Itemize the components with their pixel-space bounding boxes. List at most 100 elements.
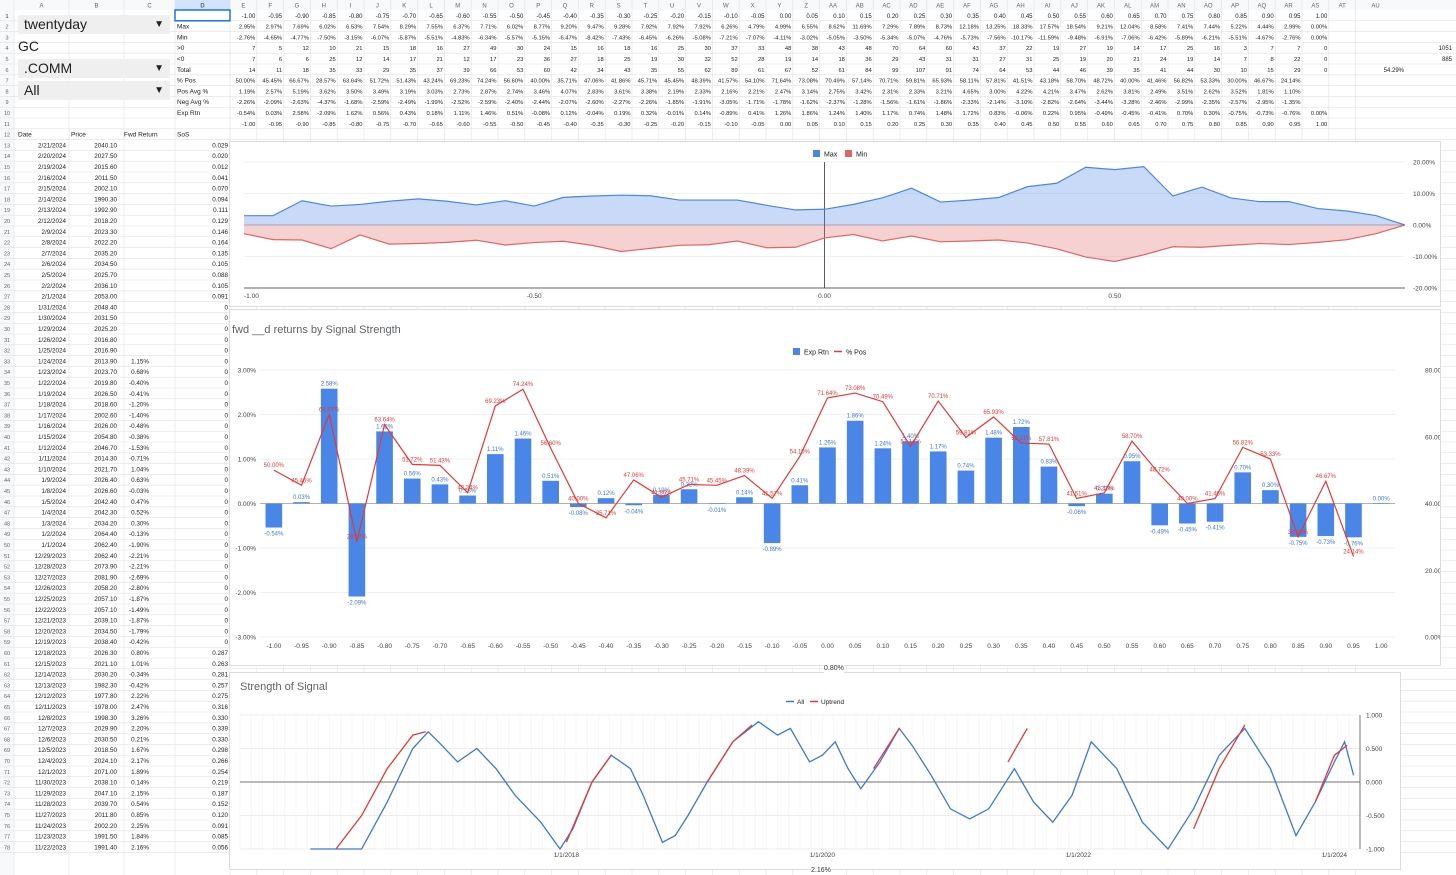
summary-cell: 19 xyxy=(1187,57,1193,63)
sector-dropdown[interactable]: .COMM ▼ xyxy=(18,59,170,78)
summary-cell: 14 xyxy=(249,68,256,74)
data-table-cell: 1/29/2024 xyxy=(38,326,67,333)
data-table-cell: -0.40% xyxy=(129,380,149,387)
summary-header-cell: -0.85 xyxy=(322,14,336,20)
data-table-cell: 12/29/2023 xyxy=(34,553,66,560)
pct-pos-data-label: 28.57% xyxy=(347,535,368,541)
summary-cell: 2.87% xyxy=(480,89,496,95)
summary-cell: -5.34% xyxy=(880,35,898,41)
column-letter: AO xyxy=(1204,4,1213,10)
summary-cell: 9.21% xyxy=(1096,25,1112,31)
data-table-cell: 1/16/2024 xyxy=(38,423,67,430)
summary-cell: 53 xyxy=(1026,68,1032,74)
summary-cell: 4.79% xyxy=(748,25,764,31)
exp-rtn-bar xyxy=(1012,426,1030,504)
summary-cell: 52 xyxy=(731,57,737,63)
series-line-all xyxy=(310,720,1355,851)
data-table-cell: 2.16% xyxy=(131,844,149,851)
data-table-cell: -0.48% xyxy=(129,423,149,430)
row-number: 78 xyxy=(4,845,10,851)
pct-pos-data-label: 35.71% xyxy=(596,511,617,517)
summary-cell: 6.55% xyxy=(802,25,818,31)
summary-cell: 41.51% xyxy=(1013,79,1033,85)
row-number: 25 xyxy=(4,273,10,279)
row-number: 32 xyxy=(4,349,10,355)
summary-cell: -0.65 xyxy=(430,122,443,128)
summary-cell: 2.99% xyxy=(1284,25,1300,31)
pct-pos-data-label: 74.24% xyxy=(513,382,534,388)
pct-pos-data-label: 56.82% xyxy=(1233,440,1254,446)
data-table-cell: 2038.10 xyxy=(94,780,117,787)
summary-cell: 0.95 xyxy=(1289,122,1300,128)
row-number: 44 xyxy=(4,478,10,484)
summary-cell: 30 xyxy=(1214,68,1220,74)
column-letter: S xyxy=(617,4,621,10)
summary-row-label: Exp Rtn xyxy=(177,110,201,117)
summary-cell: 74.24% xyxy=(477,79,497,85)
symbol-cell[interactable]: GC xyxy=(18,38,39,54)
data-table-cell: -0.34% xyxy=(129,672,149,679)
data-table-cell: 2031.50 xyxy=(94,315,117,322)
returns-chart-panel[interactable]: fwd __d returns by Signal Strength Exp R… xyxy=(229,309,1447,666)
summary-cell: -4.67% xyxy=(1255,35,1273,41)
summary-cell: 17 xyxy=(490,57,496,63)
y-tick-label: -1.000 xyxy=(1366,847,1385,854)
pct-pos-data-label: 56.60% xyxy=(540,441,561,447)
summary-cell: 47.06% xyxy=(584,79,604,85)
data-table-cell: 0.135 xyxy=(212,250,228,257)
period-dropdown[interactable]: twentyday ▼ xyxy=(18,15,170,34)
data-table-cell: 0 xyxy=(224,618,228,625)
summary-cell: 29 xyxy=(892,57,898,63)
summary-cell: -2.09% xyxy=(264,100,282,106)
data-table-cell: 0.266 xyxy=(212,758,228,765)
row-number: 9 xyxy=(5,100,8,106)
data-table-cell: 0 xyxy=(224,520,228,527)
exp-rtn-bar xyxy=(320,388,338,504)
returns-combo-chart: Exp Rtn % Pos 3.00% 2.00% 1.00% 0.00% -1.00% -2… xyxy=(235,348,1447,650)
summary-cell: 16 xyxy=(1214,46,1220,52)
summary-cell: -6.07% xyxy=(371,35,389,41)
summary-cell: -3.28% xyxy=(1121,100,1139,106)
pct-pos-data-label: 54.10% xyxy=(790,449,811,455)
summary-cell: 1.11% xyxy=(454,111,470,117)
summary-cell: 69.23% xyxy=(450,79,470,85)
summary-cell: 19 xyxy=(651,57,657,63)
summary-cell: 3.50% xyxy=(346,89,362,95)
summary-cell: 0.05 xyxy=(807,122,818,128)
row-number: 38 xyxy=(4,413,10,419)
summary-header-cell: 0.00 xyxy=(780,14,792,20)
summary-header-cell: -0.15 xyxy=(697,14,711,20)
summary-cell: 12 xyxy=(463,57,469,63)
summary-cell: 2.62% xyxy=(1096,89,1112,95)
data-table-cell: 2/9/2024 xyxy=(41,229,66,236)
column-letter: E xyxy=(241,4,245,10)
data-table-cell: 12/22/2023 xyxy=(34,607,66,614)
summary-cell: 45.71% xyxy=(638,79,658,85)
data-table-cell: 0.219 xyxy=(212,780,228,787)
summary-cell: -4.37% xyxy=(317,100,335,106)
summary-cell: -0.89% xyxy=(719,111,737,117)
column-letter: AN xyxy=(1177,4,1185,10)
summary-cell: 1.19% xyxy=(239,89,255,95)
exp-rtn-bar xyxy=(514,438,532,504)
column-letter: K xyxy=(402,4,406,10)
data-table-cell: 0.14% xyxy=(131,780,149,787)
max-min-chart-panel[interactable]: Max Min 20.00% 10.00% 0.00% -10.00% -20.00% -1.… xyxy=(229,141,1441,307)
summary-cell: 45.45% xyxy=(262,79,282,85)
data-table-cell: 0 xyxy=(224,628,228,635)
summary-cell: -1.68% xyxy=(344,100,362,106)
row-number: 14 xyxy=(4,154,10,160)
data-table-cell: 0 xyxy=(224,445,228,452)
pct-pos-data-label: 51.72% xyxy=(402,457,423,463)
column-letter: X xyxy=(751,4,755,10)
data-table-cell: 2/13/2024 xyxy=(38,207,67,214)
data-table-cell: 12/6/2023 xyxy=(38,736,67,743)
trend-dropdown[interactable]: All ▼ xyxy=(18,81,170,100)
strength-chart-panel[interactable]: Strength of Signal All Uptrend 1.000 0.500 0… xyxy=(229,672,1401,870)
summary-header-cell: -0.30 xyxy=(617,14,631,20)
data-table-cell: 0 xyxy=(224,596,228,603)
exp-rtn-bar xyxy=(846,420,864,504)
selected-cell[interactable] xyxy=(174,9,231,22)
summary-header-cell: -0.70 xyxy=(402,14,416,20)
summary-cell: 2.97% xyxy=(266,25,282,31)
